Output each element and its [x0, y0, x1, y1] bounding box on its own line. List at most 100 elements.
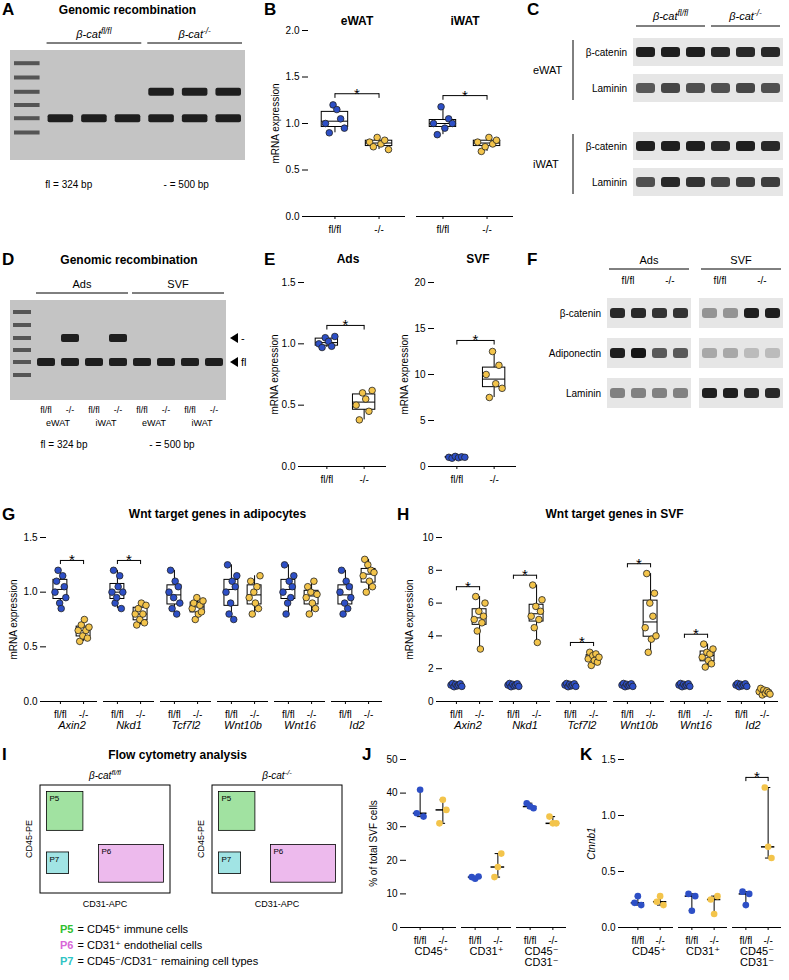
- svg-text:- = 500 bp: - = 500 bp: [164, 179, 210, 190]
- svg-text:P7: P7: [222, 855, 232, 864]
- svg-text:-/-: -/-: [66, 405, 75, 415]
- svg-text:-/-: -/-: [489, 474, 498, 485]
- svg-text:30: 30: [386, 821, 398, 832]
- svg-text:1.0: 1.0: [24, 586, 38, 597]
- svg-text:-/-: -/-: [359, 474, 368, 485]
- svg-text:-/-: -/-: [665, 275, 674, 286]
- svg-text:fl/fl: fl/fl: [678, 709, 691, 720]
- svg-text:fl/fl: fl/fl: [320, 474, 333, 485]
- svg-text:mRNA expression: mRNA expression: [8, 579, 19, 659]
- svg-text:*: *: [69, 551, 75, 568]
- svg-text:CD45-PE: CD45-PE: [24, 820, 34, 858]
- svg-text:fl/fl: fl/fl: [469, 935, 482, 946]
- svg-text:Wnt16: Wnt16: [680, 719, 713, 731]
- svg-text:0.5: 0.5: [286, 164, 300, 175]
- svg-text:Flow cytometry analysis: Flow cytometry analysis: [108, 748, 247, 762]
- svg-text:0.5: 0.5: [24, 641, 38, 652]
- svg-text:fl/fl: fl/fl: [329, 224, 342, 235]
- svg-text:iWAT: iWAT: [96, 418, 117, 428]
- svg-text:CD45-PE: CD45-PE: [196, 820, 206, 858]
- svg-text:CD31-APC: CD31-APC: [83, 899, 128, 909]
- svg-text:-/-: -/-: [709, 935, 718, 946]
- svg-text:-/-: -/-: [193, 709, 202, 720]
- svg-text:β-catfl/fl: β-catfl/fl: [652, 9, 689, 22]
- svg-text:fl/fl: fl/fl: [564, 709, 577, 720]
- svg-text:P5: P5: [222, 794, 232, 803]
- svg-text:4: 4: [428, 630, 434, 641]
- svg-text:-/-: -/-: [703, 709, 712, 720]
- svg-text:*: *: [522, 566, 528, 583]
- svg-text:Nkd1: Nkd1: [512, 719, 538, 731]
- svg-text:10: 10: [422, 532, 434, 543]
- svg-text:-/-: -/-: [646, 709, 655, 720]
- svg-text:0.5: 0.5: [282, 399, 296, 410]
- svg-text:1.5: 1.5: [286, 71, 300, 82]
- svg-text:fl = 324 bp: fl = 324 bp: [41, 439, 88, 450]
- svg-text:Id2: Id2: [349, 719, 364, 731]
- svg-text:Tcf7l2: Tcf7l2: [568, 719, 597, 731]
- svg-text:-/-: -/-: [136, 709, 145, 720]
- svg-text:-/-: -/-: [493, 935, 502, 946]
- svg-text:SVF: SVF: [730, 254, 752, 266]
- svg-text:-/-: -/-: [763, 935, 772, 946]
- svg-text:fl/fl: fl/fl: [621, 709, 634, 720]
- svg-text:iWAT: iWAT: [192, 418, 213, 428]
- svg-text:-/-: -/-: [374, 224, 383, 235]
- svg-text:-/-: -/-: [482, 224, 491, 235]
- svg-text:-/-: -/-: [532, 709, 541, 720]
- svg-text:fl/fl: fl/fl: [184, 405, 196, 415]
- svg-text:P6: P6: [274, 847, 284, 856]
- svg-text:P6: P6: [102, 847, 112, 856]
- svg-text:Genomic recombination: Genomic recombination: [59, 3, 196, 17]
- svg-text:fl/fl: fl/fl: [507, 709, 520, 720]
- svg-text:P5= CD45⁺ immune cells: P5= CD45⁺ immune cells: [60, 923, 189, 935]
- svg-text:fl/fl: fl/fl: [685, 935, 698, 946]
- svg-text:fl = 324 bp: fl = 324 bp: [45, 179, 92, 190]
- svg-text:0.5: 0.5: [602, 866, 616, 877]
- svg-text:eWAT: eWAT: [46, 418, 71, 428]
- svg-text:fl/fl: fl/fl: [450, 709, 463, 720]
- svg-text:-/-: -/-: [364, 709, 373, 720]
- svg-text:Axin2: Axin2: [453, 719, 482, 731]
- svg-text:fl/fl: fl/fl: [735, 709, 748, 720]
- svg-text:8: 8: [428, 565, 434, 576]
- svg-text:fl/fl: fl/fl: [631, 935, 644, 946]
- svg-text:-/-: -/-: [475, 709, 484, 720]
- svg-text:0: 0: [428, 696, 434, 707]
- svg-text:mRNA expression: mRNA expression: [270, 83, 281, 163]
- svg-text:Adiponectin: Adiponectin: [549, 348, 601, 359]
- svg-text:fl/fl: fl/fl: [136, 405, 148, 415]
- svg-text:-/-: -/-: [210, 405, 219, 415]
- svg-text:β-catenin: β-catenin: [560, 308, 601, 319]
- svg-text:*: *: [754, 768, 760, 785]
- svg-text:Ctnnb1: Ctnnb1: [586, 827, 597, 859]
- svg-text:*: *: [354, 85, 360, 102]
- svg-text:β-catenin: β-catenin: [586, 47, 627, 58]
- svg-text:6: 6: [428, 597, 434, 608]
- svg-text:1.5: 1.5: [602, 754, 616, 765]
- svg-text:fl/fl: fl/fl: [622, 275, 635, 286]
- svg-text:P7: P7: [50, 855, 60, 864]
- svg-text:CD31⁺: CD31⁺: [686, 945, 720, 957]
- svg-text:CD31-APC: CD31-APC: [255, 899, 300, 909]
- svg-text:-/-: -/-: [250, 709, 259, 720]
- svg-text:fl/fl: fl/fl: [54, 709, 67, 720]
- svg-text:2.0: 2.0: [286, 25, 300, 36]
- svg-text:-/-: -/-: [548, 935, 557, 946]
- svg-text:Genomic recombination: Genomic recombination: [60, 253, 197, 267]
- svg-text:CD45⁻CD31⁻: CD45⁻CD31⁻: [525, 945, 559, 968]
- svg-text:P7= CD45⁻/CD31⁻ remaining cell: P7= CD45⁻/CD31⁻ remaining cell types: [60, 955, 259, 967]
- svg-text:-/-: -/-: [114, 405, 123, 415]
- svg-text:Tcf7l2: Tcf7l2: [172, 719, 201, 731]
- svg-text:-/-: -/-: [162, 405, 171, 415]
- svg-text:β-cat-/-: β-cat-/-: [728, 9, 762, 22]
- svg-text:*: *: [465, 578, 471, 595]
- svg-text:*: *: [473, 331, 479, 348]
- svg-text:10: 10: [414, 369, 426, 380]
- svg-text:50: 50: [386, 754, 398, 765]
- svg-text:1.5: 1.5: [282, 277, 296, 288]
- svg-text:fl/fl: fl/fl: [739, 935, 752, 946]
- svg-text:eWAT: eWAT: [341, 14, 374, 28]
- svg-text:0.0: 0.0: [282, 461, 296, 472]
- svg-text:CD45⁺: CD45⁺: [632, 945, 666, 957]
